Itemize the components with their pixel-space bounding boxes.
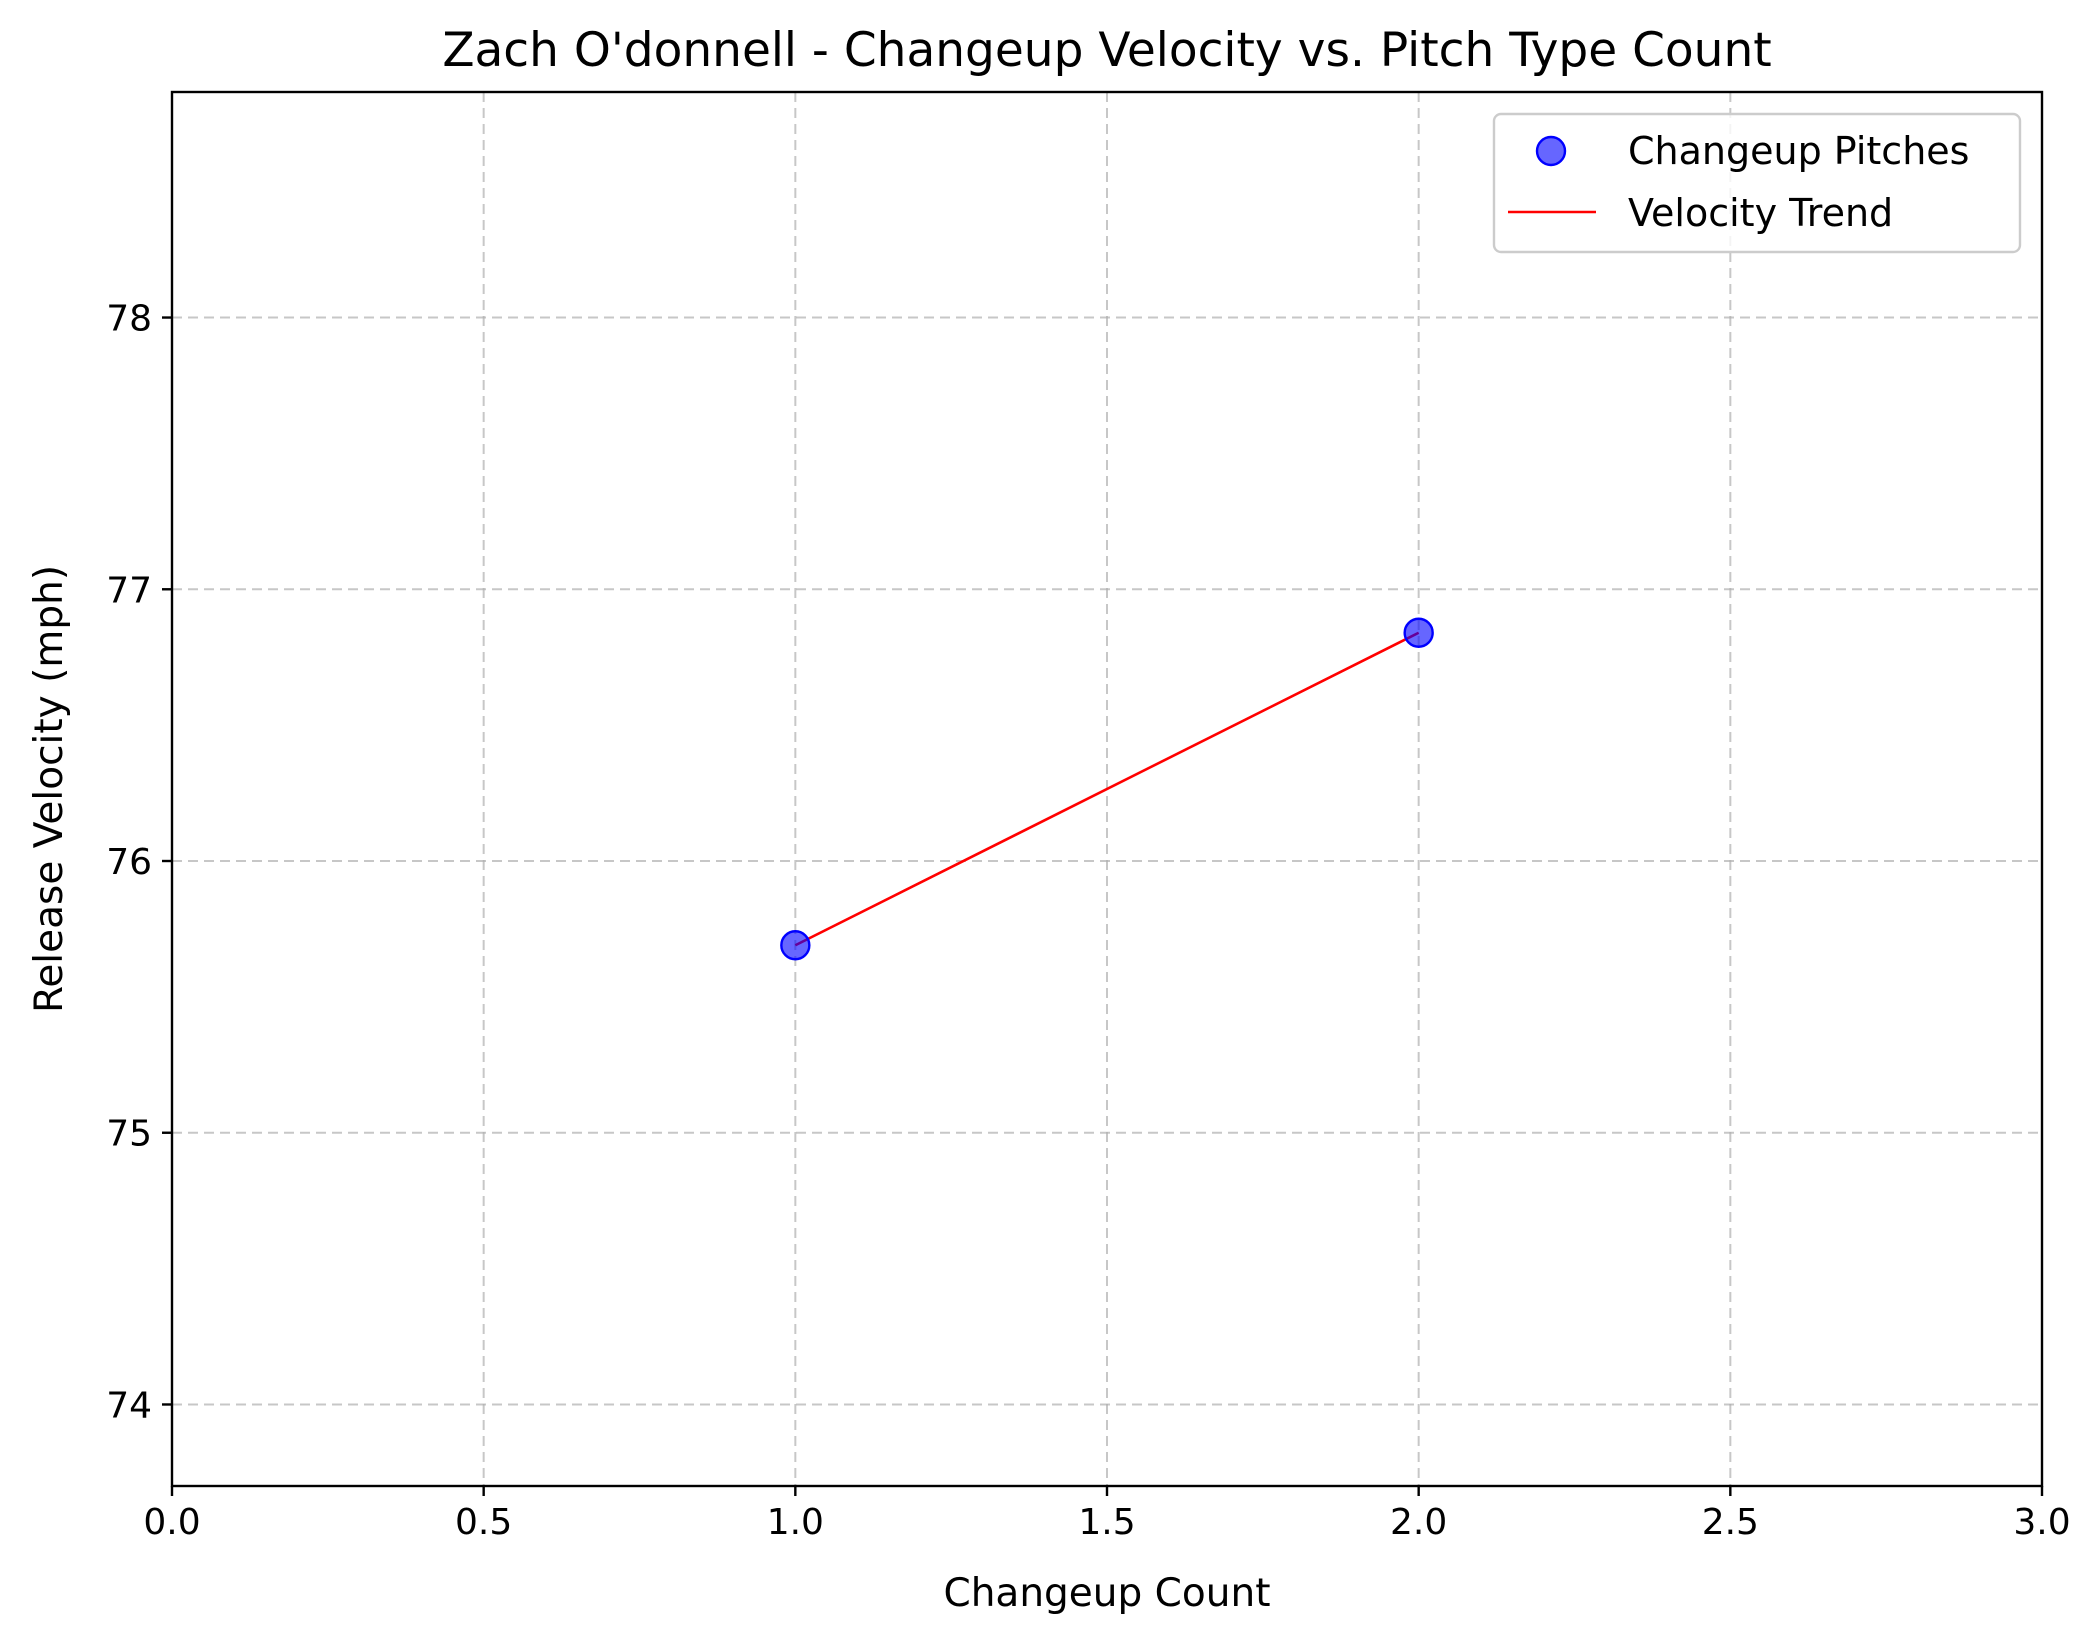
y-tick-label: 76 bbox=[106, 842, 152, 883]
x-tick-label: 1.5 bbox=[1078, 1502, 1135, 1543]
x-tick-label: 0.0 bbox=[143, 1502, 200, 1543]
trend-layer bbox=[794, 631, 1420, 947]
x-tick-label: 1.0 bbox=[767, 1502, 824, 1543]
y-axis-ticks: 74 75 76 77 78 bbox=[106, 299, 172, 1426]
x-tick-label: 2.5 bbox=[1702, 1502, 1759, 1543]
y-tick-label: 77 bbox=[106, 570, 152, 611]
x-tick-label: 0.5 bbox=[455, 1502, 512, 1543]
legend-label-changeup-pitches: Changeup Pitches bbox=[1628, 129, 1969, 173]
velocity-trend-line bbox=[794, 631, 1420, 947]
legend-scatter-marker bbox=[1535, 135, 1567, 167]
y-axis-label: Release Velocity (mph) bbox=[27, 565, 72, 1013]
legend-box bbox=[1492, 112, 2022, 254]
x-tick-label: 2.0 bbox=[1390, 1502, 1447, 1543]
changeup-pitch-point bbox=[1403, 617, 1434, 648]
changeup-pitch-point bbox=[780, 930, 811, 961]
y-tick-label: 75 bbox=[106, 1114, 152, 1155]
legend-label-velocity-trend: Velocity Trend bbox=[1628, 191, 1893, 235]
x-axis-label: Changeup Count bbox=[943, 1571, 1270, 1616]
legend: Changeup Pitches Velocity Trend bbox=[1492, 112, 2022, 254]
x-axis-ticks: 0.0 0.5 1.0 1.5 2.0 2.5 3.0 bbox=[143, 1486, 2071, 1543]
points-layer bbox=[780, 617, 1434, 961]
y-tick-label: 74 bbox=[106, 1385, 152, 1426]
y-tick-label: 78 bbox=[106, 299, 152, 340]
x-tick-label: 3.0 bbox=[2013, 1502, 2070, 1543]
chart-title: Zach O'donnell - Changeup Velocity vs. P… bbox=[442, 23, 1771, 78]
